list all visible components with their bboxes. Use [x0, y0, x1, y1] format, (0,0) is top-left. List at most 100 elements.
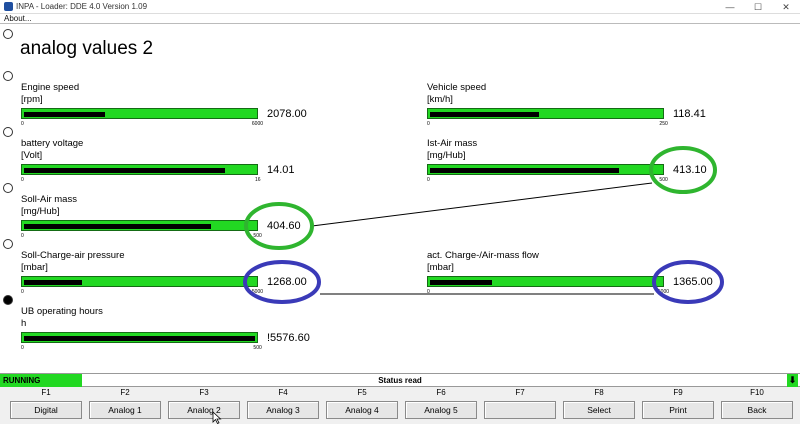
gauge-ub-operating-hours: UB operating hours h 0 500 !5576.60: [21, 306, 351, 366]
gauge-min: 0: [21, 177, 24, 183]
gauge-fill: [24, 224, 211, 229]
gauge-max: 500: [659, 177, 668, 183]
fkey-f3: F3 Analog 2: [166, 387, 242, 424]
gauge-bar: [21, 220, 258, 231]
gauge-bar: [21, 332, 258, 343]
fkey-button[interactable]: Digital: [10, 401, 82, 419]
status-running-badge: RUNNING: [0, 374, 82, 387]
gauge-unit: [km/h]: [427, 94, 453, 105]
gauge-fill: [24, 112, 105, 117]
gauge-fill: [430, 168, 619, 173]
row-marker-2[interactable]: [3, 71, 13, 81]
fkey-button[interactable]: Print: [642, 401, 714, 419]
gauge-vehicle-speed: Vehicle speed [km/h] 0 250 118.41: [427, 82, 757, 142]
gauge-label: Vehicle speed: [427, 82, 487, 93]
gauge-value: 413.10: [673, 164, 707, 176]
gauge-fill: [430, 280, 492, 285]
gauge-max: 6000: [251, 121, 264, 127]
gauge-label: Engine speed: [21, 82, 80, 93]
gauge-value: 1268.00: [267, 276, 307, 288]
fkey-button[interactable]: Select: [563, 401, 635, 419]
gauge-label: act. Charge-/Air-mass flow: [427, 250, 539, 261]
gauge-ist-air-mass: Ist-Air mass [mg/Hub] 0 500 413.10: [427, 138, 757, 198]
gauge-fill: [430, 112, 539, 117]
gauge-unit: [Volt]: [21, 150, 43, 161]
gauge-max: 250: [659, 121, 668, 127]
gauge-battery-voltage: battery voltage [Volt] 0 16 14.01: [21, 138, 351, 198]
fkey-f4: F4 Analog 3: [245, 387, 321, 424]
gauge-unit: [mg/Hub]: [427, 150, 466, 161]
menu-bar: About...: [0, 14, 800, 24]
fkey-f6: F6 Analog 5: [403, 387, 479, 424]
gauge-max: 500: [253, 345, 262, 351]
gauge-min: 0: [21, 345, 24, 351]
gauge-value: 14.01: [267, 164, 295, 176]
fkey-button[interactable]: Analog 3: [247, 401, 319, 419]
mouse-cursor-icon: [212, 411, 222, 424]
gauge-value: 2078.00: [267, 108, 307, 120]
gauge-unit: [mbar]: [21, 262, 48, 273]
row-marker-6[interactable]: [3, 295, 13, 305]
fkey-f8: F8 Select: [561, 387, 637, 424]
gauge-value: 404.60: [267, 220, 301, 232]
row-marker-5[interactable]: [3, 239, 13, 249]
fkey-f2: F2 Analog 1: [87, 387, 163, 424]
gauge-bar: [427, 108, 664, 119]
maximize-button[interactable]: ☐: [753, 1, 763, 12]
close-button[interactable]: ✕: [782, 1, 790, 12]
gauge-fill: [24, 336, 255, 341]
gauge-min: 0: [427, 177, 430, 183]
menu-about[interactable]: About...: [4, 14, 32, 23]
gauge-label: battery voltage: [21, 138, 84, 149]
gauge-min: 0: [427, 121, 430, 127]
gauge-unit: [mg/Hub]: [21, 206, 60, 217]
gauge-unit: [mbar]: [427, 262, 454, 273]
minimize-button[interactable]: —: [725, 1, 735, 12]
gauge-engine-speed: Engine speed [rpm] 0 6000 2078.00: [21, 82, 351, 142]
gauge-label: UB operating hours: [21, 306, 103, 317]
function-key-bar: F1 Digital F2 Analog 1 F3 Analog 2 F4 An…: [0, 387, 800, 424]
title-bar: INPA - Loader: DDE 4.0 Version 1.09 — ☐ …: [0, 0, 800, 14]
status-bar: Status read RUNNING ⬇: [0, 373, 800, 387]
fkey-button[interactable]: Analog 4: [326, 401, 398, 419]
gauge-max: 500: [253, 233, 262, 239]
fkey-f9: F9 Print: [640, 387, 716, 424]
main-panel: analog values 2 Engine speed [rpm] 0 600…: [0, 25, 800, 373]
gauge-charge-air-mass-flow: act. Charge-/Air-mass flow [mbar] 0 5000…: [427, 250, 757, 310]
window-controls: — ☐ ✕: [716, 0, 800, 14]
gauge-max: 16: [254, 177, 261, 183]
gauge-min: 0: [427, 289, 430, 295]
fkey-number: F2: [120, 388, 130, 397]
gauge-min: 0: [21, 233, 24, 239]
app-icon: [4, 2, 13, 11]
fkey-number: F6: [436, 388, 446, 397]
fkey-number: F9: [673, 388, 683, 397]
gauge-max: 5000: [657, 289, 670, 295]
window-title: INPA - Loader: DDE 4.0 Version 1.09: [16, 2, 148, 11]
gauge-soll-air-mass: Soll-Air mass [mg/Hub] 0 500 404.60: [21, 194, 351, 254]
arrow-down-icon[interactable]: ⬇: [787, 374, 798, 387]
fkey-number: F7: [515, 388, 525, 397]
fkey-button[interactable]: [484, 401, 556, 419]
page-title: analog values 2: [20, 38, 154, 59]
fkey-button[interactable]: Analog 5: [405, 401, 477, 419]
fkey-button[interactable]: Analog 2: [168, 401, 240, 419]
fkey-f10: F10 Back: [719, 387, 795, 424]
fkey-button[interactable]: Back: [721, 401, 793, 419]
fkey-button[interactable]: Analog 1: [89, 401, 161, 419]
gauge-soll-charge-air-pressure: Soll-Charge-air pressure [mbar] 0 5000 1…: [21, 250, 351, 310]
gauge-bar: [21, 108, 258, 119]
row-marker-4[interactable]: [3, 183, 13, 193]
gauge-unit: h: [21, 318, 27, 329]
gauge-fill: [24, 168, 225, 173]
gauge-unit: [rpm]: [21, 94, 43, 105]
fkey-number: F10: [750, 388, 764, 397]
row-marker-1[interactable]: [3, 29, 13, 39]
gauge-label: Soll-Air mass: [21, 194, 77, 205]
gauge-label: Ist-Air mass: [427, 138, 478, 149]
gauge-fill: [24, 280, 82, 285]
fkey-number: F8: [594, 388, 604, 397]
gauge-bar: [427, 164, 664, 175]
fkey-number: F3: [199, 388, 209, 397]
row-marker-3[interactable]: [3, 127, 13, 137]
